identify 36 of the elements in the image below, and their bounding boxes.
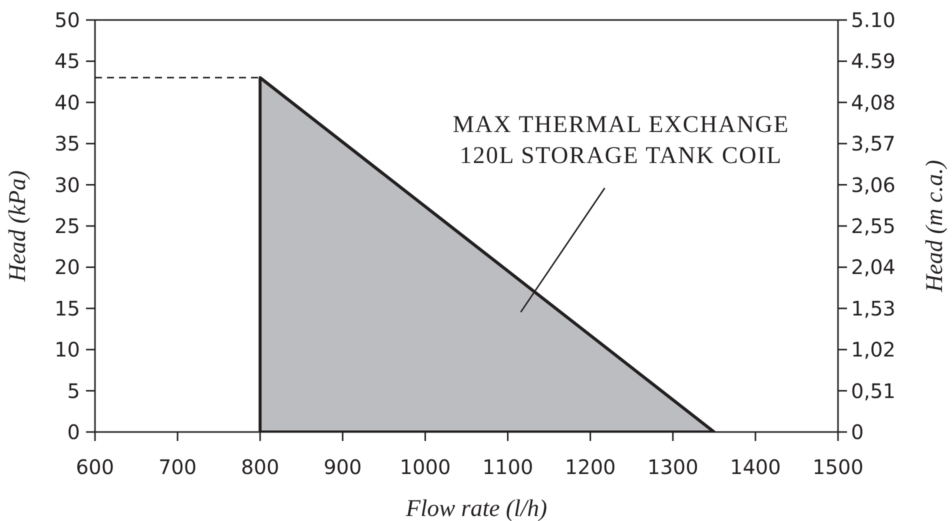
y2-tick-label: 3,57: [851, 132, 896, 156]
x-tick-label: 1400: [730, 455, 781, 479]
y-tick-label: 45: [54, 49, 80, 74]
y-tick-label: 20: [54, 255, 80, 280]
y2-tick-label: 0,51: [851, 378, 896, 403]
y-tick-label: 25: [54, 214, 80, 238]
x-tick-label: 900: [324, 455, 362, 479]
annotation: MAX THERMAL EXCHANGE 120L STORAGE TANK COIL: [452, 112, 790, 170]
y2-axis-title: Head (m c.a.): [922, 160, 948, 293]
y-tick-label: 30: [54, 172, 80, 197]
y2-tick-label: 1,02: [851, 338, 896, 362]
y-tick-label: 35: [54, 132, 80, 156]
y2-tick-label: 5.10: [851, 8, 896, 32]
y-tick-label: 50: [54, 8, 80, 32]
y-tick-label: 10: [54, 338, 80, 362]
y-tick-label: 0: [67, 420, 80, 444]
x-tick-label: 1200: [564, 455, 616, 479]
x-tick-label: 1500: [812, 455, 864, 479]
x-tick-label: 600: [76, 455, 114, 479]
y-tick-label: 15: [54, 296, 80, 320]
x-tick-label: 1300: [647, 455, 698, 479]
x-tick-label: 1100: [482, 455, 534, 479]
y2-tick-label: 1,53: [851, 296, 896, 320]
x-tick-label: 800: [241, 455, 280, 479]
y-axis-title: Head (kPa): [5, 170, 31, 283]
y2-tick-label: 0: [851, 420, 864, 444]
y2-tick-label: 2,04: [851, 255, 896, 280]
y2-tick-label: 4,08: [851, 90, 896, 114]
x-tick-label: 700: [158, 455, 197, 479]
y2-tick-label: 2,55: [851, 214, 896, 238]
x-axis-title: Flow rate (l/h): [404, 496, 548, 521]
y2-tick-label: 4.59: [851, 49, 896, 74]
x-tick-label: 1000: [400, 455, 451, 479]
y-tick-label: 40: [54, 90, 80, 114]
y-tick-label: 5: [67, 378, 80, 403]
y2-tick-label: 3,06: [851, 172, 896, 197]
